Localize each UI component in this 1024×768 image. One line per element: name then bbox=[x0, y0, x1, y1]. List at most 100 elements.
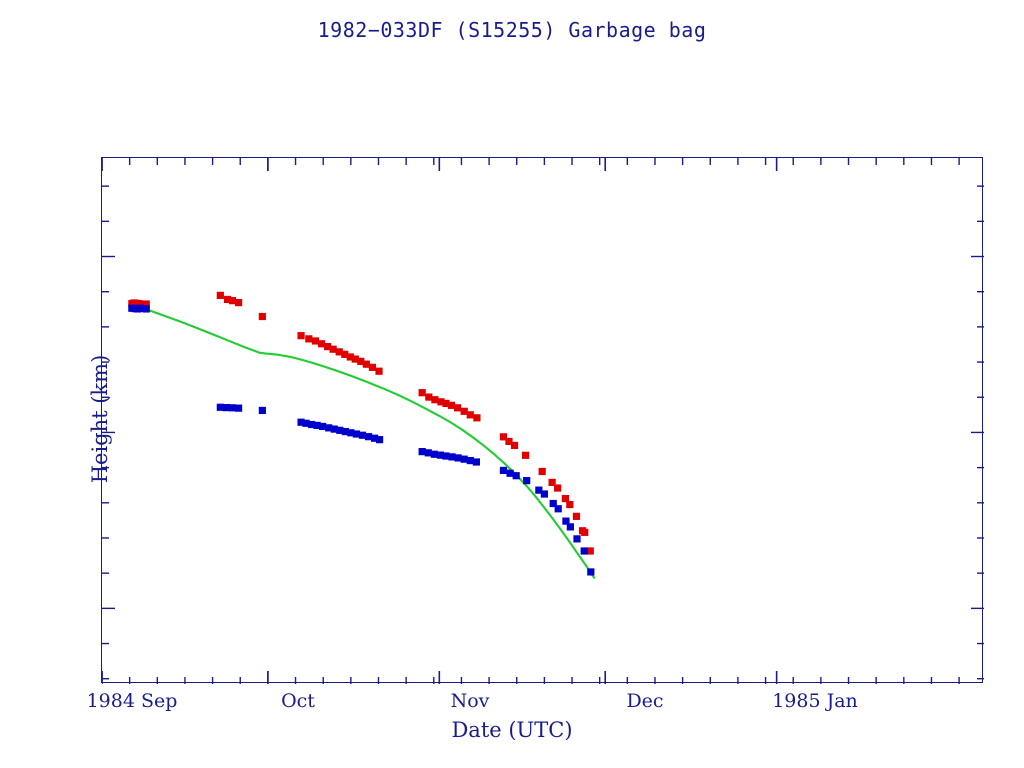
data-point bbox=[216, 403, 224, 411]
data-point bbox=[341, 427, 349, 436]
data-point bbox=[357, 357, 365, 365]
data-point bbox=[329, 345, 337, 353]
data-point bbox=[473, 414, 481, 422]
data-point bbox=[581, 528, 589, 536]
data-point bbox=[447, 401, 456, 409]
data-point bbox=[234, 299, 243, 307]
plot-canvas bbox=[102, 158, 984, 684]
data-point bbox=[538, 467, 546, 476]
data-point bbox=[358, 431, 367, 439]
data-point bbox=[580, 547, 588, 555]
data-point bbox=[499, 433, 508, 441]
data-point bbox=[424, 449, 432, 457]
data-point bbox=[554, 484, 562, 492]
data-point bbox=[335, 348, 343, 356]
x-axis-label: Date (UTC) bbox=[451, 718, 573, 742]
x-tick-label-1985-jan: 1985 Jan bbox=[772, 690, 858, 712]
data-point bbox=[554, 505, 562, 513]
data-point bbox=[562, 517, 570, 525]
data-point bbox=[258, 406, 266, 415]
data-point bbox=[228, 404, 237, 412]
data-point bbox=[216, 291, 224, 299]
data-point bbox=[313, 421, 321, 429]
data-point bbox=[466, 411, 474, 419]
data-point bbox=[437, 398, 445, 406]
series-points-perigee_height bbox=[128, 304, 595, 576]
chart-title: 1982−033DF (S15255) Garbage bag bbox=[317, 18, 707, 42]
data-point bbox=[362, 360, 370, 368]
data-point bbox=[324, 342, 332, 351]
data-point bbox=[586, 547, 594, 555]
x-tick-label-1984-sep: 1984 Sep bbox=[86, 690, 178, 712]
data-point bbox=[506, 469, 514, 477]
series-line-mean_height bbox=[131, 304, 596, 579]
data-point bbox=[330, 425, 338, 433]
data-point bbox=[336, 426, 344, 434]
data-point bbox=[346, 353, 354, 361]
data-point bbox=[448, 453, 456, 461]
data-point bbox=[319, 422, 327, 431]
data-point bbox=[549, 499, 557, 508]
data-point bbox=[297, 418, 305, 426]
data-point bbox=[375, 436, 384, 444]
data-point bbox=[307, 420, 316, 429]
data-point bbox=[548, 478, 556, 486]
data-point bbox=[425, 393, 433, 401]
data-point bbox=[418, 448, 426, 456]
data-point bbox=[535, 486, 543, 494]
data-point bbox=[352, 430, 360, 438]
data-point bbox=[460, 455, 468, 463]
x-tick-label-nov: Nov bbox=[450, 690, 490, 712]
data-point bbox=[258, 312, 266, 321]
data-point bbox=[521, 451, 530, 459]
data-point bbox=[453, 404, 462, 412]
data-point bbox=[371, 434, 379, 442]
data-point bbox=[375, 367, 383, 375]
series-points-apogee_height bbox=[128, 291, 594, 555]
data-point bbox=[512, 472, 520, 480]
data-point bbox=[430, 450, 438, 458]
data-point bbox=[364, 433, 373, 441]
data-point bbox=[368, 363, 377, 371]
data-point bbox=[305, 335, 313, 343]
data-point bbox=[347, 429, 355, 437]
data-point bbox=[297, 332, 305, 340]
data-point bbox=[510, 441, 519, 450]
data-point bbox=[341, 350, 349, 358]
data-point bbox=[442, 399, 450, 408]
data-point bbox=[418, 389, 426, 397]
x-tick-label-dec: Dec bbox=[626, 690, 664, 712]
data-point bbox=[523, 477, 531, 485]
data-point bbox=[587, 568, 595, 576]
data-point bbox=[561, 494, 569, 503]
data-point bbox=[472, 458, 480, 466]
data-point bbox=[222, 404, 231, 412]
data-point bbox=[573, 535, 581, 543]
data-point bbox=[572, 512, 581, 520]
data-point bbox=[499, 466, 508, 475]
data-point bbox=[431, 396, 439, 404]
data-point bbox=[566, 523, 574, 531]
data-point bbox=[466, 456, 474, 465]
data-point bbox=[442, 452, 450, 460]
data-point bbox=[566, 500, 574, 509]
data-point bbox=[325, 424, 333, 432]
plot-area: Height (km) bbox=[88, 157, 984, 684]
data-point bbox=[505, 437, 513, 446]
x-tick-label-oct: Oct bbox=[281, 690, 315, 712]
data-point bbox=[302, 419, 310, 427]
data-point bbox=[317, 340, 326, 348]
data-point bbox=[460, 407, 468, 415]
data-point bbox=[454, 454, 462, 462]
data-point bbox=[142, 305, 150, 313]
axis-ticks bbox=[102, 158, 984, 684]
data-point bbox=[142, 300, 150, 308]
data-point bbox=[351, 355, 359, 363]
data-point bbox=[436, 451, 445, 459]
data-point bbox=[234, 404, 243, 412]
data-point bbox=[228, 297, 237, 305]
data-point bbox=[311, 337, 320, 345]
data-point bbox=[223, 295, 232, 304]
data-point bbox=[540, 490, 548, 498]
